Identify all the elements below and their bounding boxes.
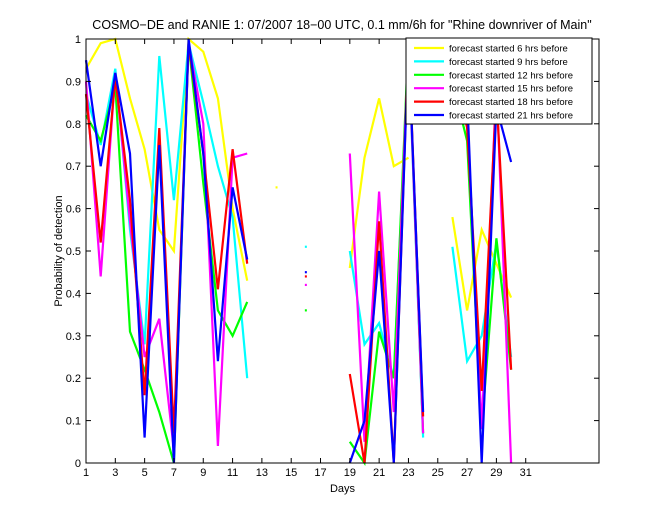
y-tick-label: 0.1 — [66, 416, 81, 428]
y-tick-label: 0.8 — [66, 119, 81, 131]
x-tick-label: 15 — [285, 467, 297, 479]
series-1-line — [85, 36, 249, 281]
legend-label-6: forecast started 21 hrs before — [449, 111, 573, 122]
chart-title: COSMO−DE and RANIE 1: 07/2007 18−00 UTC,… — [92, 18, 591, 32]
legend-label-5: forecast started 18 hrs before — [449, 97, 573, 108]
legend: forecast started 6 hrs before forecast st… — [405, 37, 593, 125]
y-tick-label: 0.2 — [66, 373, 81, 385]
series-1-line — [348, 98, 410, 269]
x-tick-label: 5 — [142, 467, 148, 479]
legend-label-2: forecast started 9 hrs before — [449, 57, 568, 68]
x-tick-label: 29 — [490, 467, 502, 479]
y-axis-label: Probability of detection — [53, 195, 65, 306]
x-tick-label: 23 — [402, 467, 414, 479]
x-tick-label: 27 — [461, 467, 473, 479]
y-tick-label: 0.4 — [66, 288, 81, 300]
axes-layer: 1 3 5 7 9 11 13 15 17 19 21 23 25 27 29 3100.10.20.30.4… — [66, 34, 600, 479]
y-tick-label: 0.9 — [66, 76, 81, 88]
x-tick-label: 25 — [432, 467, 444, 479]
legend-label-3: forecast started 12 hrs before — [449, 70, 573, 81]
x-axis-label: Days — [330, 483, 356, 495]
y-tick-label: 1 — [75, 34, 81, 46]
x-tick-label: 3 — [112, 467, 118, 479]
series-6-line — [84, 38, 249, 464]
legend-label-4: forecast started 15 hrs before — [449, 84, 573, 95]
y-tick-label: 0.5 — [66, 246, 81, 258]
legend-label-1: forecast started 6 hrs before — [449, 44, 568, 55]
x-tick-label: 1 — [83, 467, 89, 479]
y-tick-label: 0.7 — [66, 161, 81, 173]
x-tick-label: 9 — [200, 467, 206, 479]
y-tick-label: 0.3 — [66, 331, 81, 343]
y-tick-label: 0 — [75, 458, 81, 470]
x-tick-label: 11 — [227, 467, 238, 479]
x-tick-label: 31 — [520, 467, 532, 479]
x-tick-label: 7 — [171, 467, 177, 479]
x-tick-label: 17 — [314, 467, 326, 479]
legend-box — [405, 37, 593, 125]
y-tick-label: 0.6 — [66, 204, 81, 216]
x-tick-label: 13 — [256, 467, 268, 479]
x-tick-label: 19 — [344, 467, 356, 479]
x-tick-label: 21 — [373, 467, 385, 479]
